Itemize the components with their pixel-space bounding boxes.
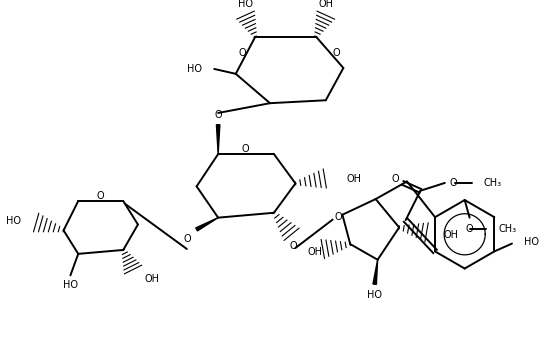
Text: HO: HO — [367, 290, 382, 300]
Text: HO: HO — [238, 0, 253, 9]
Text: OH: OH — [443, 230, 458, 240]
Polygon shape — [217, 125, 220, 154]
Text: CH₃: CH₃ — [499, 224, 517, 234]
Text: O: O — [335, 212, 342, 222]
Text: OH: OH — [346, 173, 361, 184]
Text: OH: OH — [307, 247, 322, 257]
Text: OH: OH — [145, 274, 160, 284]
Text: HO: HO — [524, 237, 538, 247]
Polygon shape — [196, 218, 218, 231]
Text: OH: OH — [318, 0, 334, 9]
Text: O: O — [97, 191, 105, 201]
Text: O: O — [466, 224, 474, 234]
Text: O: O — [183, 234, 191, 244]
Text: HO: HO — [6, 216, 20, 225]
Polygon shape — [373, 260, 378, 284]
Text: HO: HO — [63, 280, 78, 290]
Text: O: O — [391, 174, 399, 184]
Text: CH₃: CH₃ — [484, 178, 502, 188]
Text: O: O — [333, 48, 340, 58]
Text: O: O — [450, 178, 458, 188]
Text: O: O — [214, 110, 222, 120]
Text: O: O — [290, 241, 297, 251]
Text: HO: HO — [187, 64, 203, 74]
Text: O: O — [239, 48, 247, 58]
Text: O: O — [242, 144, 249, 154]
